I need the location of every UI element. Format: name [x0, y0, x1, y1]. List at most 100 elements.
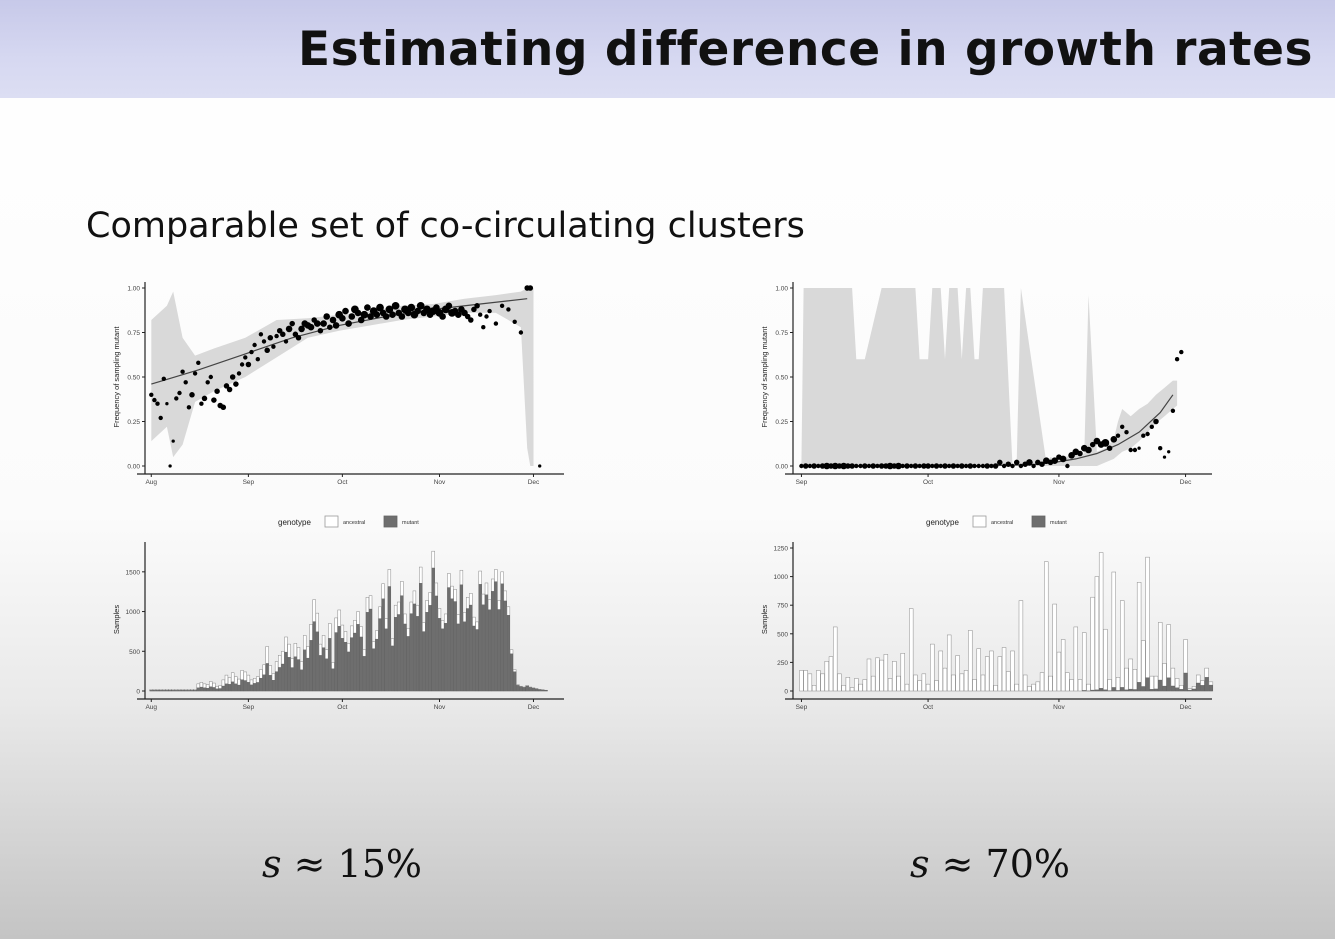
data-point — [1106, 445, 1113, 451]
bar-mutant — [325, 658, 329, 692]
bar-mutant — [221, 685, 225, 692]
left-formula-value: 15% — [337, 842, 423, 886]
bar-mutant — [544, 690, 548, 692]
data-point — [527, 285, 534, 291]
left-samples-svg: 0 500 1000 1500 Aug Sep Oct Nov Dec Samples genoty… — [112, 515, 564, 711]
bar-mutant — [478, 584, 482, 692]
bar-mutant — [481, 604, 485, 692]
data-point — [320, 320, 327, 327]
bar-mutant — [368, 608, 373, 692]
data-point — [900, 463, 905, 469]
data-point — [280, 331, 286, 338]
data-point — [391, 301, 400, 310]
bar-mutant — [328, 638, 332, 692]
data-point — [1145, 431, 1150, 437]
bar-mutant — [422, 631, 426, 692]
bar-mutant — [447, 587, 451, 692]
bar-mutant — [224, 683, 229, 692]
bar-ancestral — [1060, 639, 1066, 692]
data-point — [220, 404, 227, 411]
data-point — [1167, 450, 1171, 454]
bar-ancestral — [946, 634, 952, 692]
bar-ancestral — [866, 658, 872, 692]
bar-mutant — [450, 598, 454, 692]
data-point — [942, 463, 948, 469]
bar-mutant — [488, 609, 492, 692]
data-point — [997, 459, 1003, 466]
bar-mutant — [181, 690, 185, 692]
data-point — [171, 439, 175, 443]
data-point — [1110, 436, 1118, 443]
data-point — [799, 463, 804, 469]
data-point — [423, 305, 431, 314]
data-point — [468, 317, 474, 323]
data-point — [385, 305, 394, 314]
right-samples-legend: genotype ancestral mutant — [926, 515, 1067, 528]
bar-ancestral — [854, 678, 859, 692]
data-point — [493, 321, 499, 326]
bar-mutant — [174, 690, 178, 692]
bar-mutant — [162, 690, 166, 692]
bar-ancestral — [963, 670, 969, 692]
bar-mutant — [1158, 679, 1163, 692]
y-tick-label: 1.00 — [775, 286, 788, 293]
bar-ancestral — [1120, 600, 1125, 692]
data-point — [414, 307, 421, 315]
data-point — [243, 355, 248, 360]
data-point — [1149, 424, 1154, 429]
data-point — [1120, 424, 1125, 429]
title-bar: Estimating difference in growth rates — [0, 0, 1335, 98]
bar-mutant — [1175, 687, 1180, 692]
data-point — [339, 315, 346, 322]
bar-mutant — [437, 618, 442, 692]
y-tick-label: 750 — [777, 603, 788, 610]
bar-mutant — [1162, 685, 1167, 692]
left-formula-rel: ≈ — [293, 842, 326, 886]
data-point — [455, 311, 462, 318]
bar-ancestral — [828, 656, 834, 692]
bar-ancestral — [1031, 683, 1036, 692]
y-tick-label: 250 — [777, 660, 788, 667]
left-frequency-svg: 0.00 0.25 0.50 0.75 1.00 Aug Sep Oct Nov Dec Frequ… — [112, 282, 564, 486]
bar-mutant — [300, 669, 304, 692]
data-point — [938, 463, 943, 469]
bar-ancestral — [799, 670, 804, 692]
y-tick-label: 500 — [777, 631, 788, 638]
y-tick-label: 0 — [136, 689, 140, 696]
data-point — [317, 327, 324, 334]
bar-mutant — [535, 688, 539, 692]
data-point — [925, 463, 931, 469]
x-tick-label: Dec — [1180, 479, 1192, 486]
bar-mutant — [1137, 682, 1142, 692]
bar-mutant — [268, 675, 272, 692]
bar-mutant — [306, 657, 310, 692]
bar-ancestral — [1044, 561, 1049, 692]
right-frequency-confidence-ribbon — [801, 288, 1178, 466]
bar-mutant — [1153, 688, 1159, 692]
right-formula-rel: ≈ — [941, 842, 974, 886]
data-point — [950, 463, 957, 469]
bar-mutant — [538, 689, 542, 692]
data-point — [875, 463, 880, 469]
bar-mutant — [359, 636, 363, 692]
bar-ancestral — [1052, 603, 1057, 692]
bar-mutant — [403, 623, 407, 692]
x-tick-label: Nov — [1053, 704, 1065, 711]
x-tick-label: Oct — [337, 479, 347, 486]
data-point — [947, 463, 952, 469]
bar-mutant — [516, 685, 520, 692]
y-tick-label: 1000 — [126, 609, 141, 616]
data-point — [1026, 459, 1033, 466]
bar-mutant — [375, 638, 379, 692]
bar-mutant — [1141, 686, 1146, 692]
bar-mutant — [356, 624, 360, 692]
data-point — [1124, 430, 1129, 435]
bar-mutant — [315, 631, 319, 692]
right-frequency-y-label: Frequency of sampling mutant — [760, 326, 769, 428]
bar-ancestral — [1035, 681, 1041, 692]
bar-mutant — [343, 641, 348, 692]
bar-ancestral — [841, 685, 846, 692]
bar-mutant — [281, 663, 285, 692]
bar-mutant — [190, 690, 194, 692]
data-point — [967, 463, 974, 469]
